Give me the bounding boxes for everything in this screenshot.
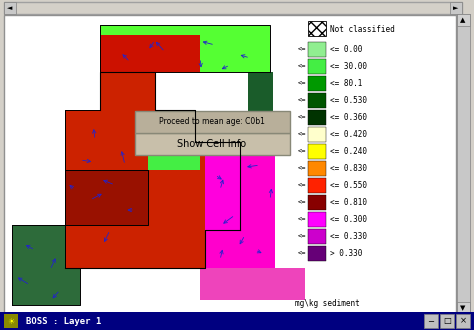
Text: <= 0.530: <= 0.530: [330, 96, 367, 105]
Bar: [308, 161, 326, 176]
Polygon shape: [65, 72, 240, 268]
Text: <=: <=: [298, 216, 306, 222]
Text: <= 80.1: <= 80.1: [330, 79, 363, 88]
Text: ─: ─: [428, 316, 434, 325]
Bar: [457, 14, 470, 26]
Text: <=: <=: [298, 250, 306, 256]
Bar: [308, 246, 326, 261]
Text: <= 30.00: <= 30.00: [330, 62, 367, 71]
Polygon shape: [200, 268, 305, 300]
Text: <=: <=: [298, 148, 306, 154]
Text: ×: ×: [459, 316, 466, 325]
Bar: [308, 93, 326, 108]
Bar: [308, 212, 326, 227]
Text: <= 0.550: <= 0.550: [330, 181, 367, 190]
Text: <= 0.300: <= 0.300: [330, 215, 367, 224]
Bar: [308, 76, 326, 91]
Text: Not classified: Not classified: [330, 24, 395, 34]
Text: ◄: ◄: [7, 5, 13, 11]
Text: <=: <=: [298, 131, 306, 138]
Text: <=: <=: [298, 182, 306, 188]
Text: <=: <=: [298, 47, 306, 52]
Bar: [308, 229, 326, 244]
Text: Proceed to mean age: C0b1: Proceed to mean age: C0b1: [159, 117, 265, 126]
Text: <= 0.830: <= 0.830: [330, 164, 367, 173]
Text: BOSS : Layer 1: BOSS : Layer 1: [26, 316, 101, 325]
Text: <=: <=: [298, 166, 306, 172]
Text: ☀: ☀: [7, 316, 15, 325]
Polygon shape: [12, 225, 80, 305]
Text: □: □: [443, 316, 451, 325]
Bar: [308, 59, 326, 74]
Polygon shape: [148, 142, 200, 170]
Polygon shape: [100, 35, 200, 72]
Text: <= 0.240: <= 0.240: [330, 147, 367, 156]
Text: <= 0.810: <= 0.810: [330, 198, 367, 207]
Text: <=: <=: [298, 234, 306, 240]
Text: ▼: ▼: [460, 305, 465, 311]
Text: <=: <=: [298, 97, 306, 104]
Bar: [308, 195, 326, 210]
Text: <= 0.360: <= 0.360: [330, 113, 367, 122]
Bar: [308, 110, 326, 125]
Text: ►: ►: [453, 5, 459, 11]
Bar: [308, 42, 326, 57]
Bar: [308, 144, 326, 159]
Bar: [308, 127, 326, 142]
Bar: [308, 178, 326, 193]
Bar: [440, 314, 454, 328]
Text: <=: <=: [298, 81, 306, 86]
Bar: [4, 2, 462, 14]
Text: Show Cell Info: Show Cell Info: [177, 139, 246, 149]
Text: <=: <=: [298, 115, 306, 120]
Polygon shape: [100, 25, 270, 72]
Text: <= 0.00: <= 0.00: [330, 45, 363, 54]
Text: <= 0.330: <= 0.330: [330, 232, 367, 241]
Text: mg\kg sediment: mg\kg sediment: [295, 300, 359, 309]
Text: <=: <=: [298, 63, 306, 70]
Bar: [4, 2, 16, 14]
Polygon shape: [248, 72, 273, 142]
Text: ▲: ▲: [460, 17, 465, 23]
Polygon shape: [200, 142, 305, 300]
Bar: [456, 314, 470, 328]
Bar: [457, 14, 470, 314]
Bar: [135, 133, 290, 155]
Bar: [424, 314, 438, 328]
Bar: [450, 2, 462, 14]
Bar: [0, 312, 474, 330]
Bar: [308, 21, 326, 36]
Text: <= 0.420: <= 0.420: [330, 130, 367, 139]
Text: > 0.330: > 0.330: [330, 249, 363, 258]
Polygon shape: [200, 142, 275, 268]
Polygon shape: [65, 170, 148, 225]
Text: <=: <=: [298, 200, 306, 206]
Bar: [457, 302, 470, 314]
Bar: [4, 314, 18, 328]
Bar: [135, 111, 290, 133]
